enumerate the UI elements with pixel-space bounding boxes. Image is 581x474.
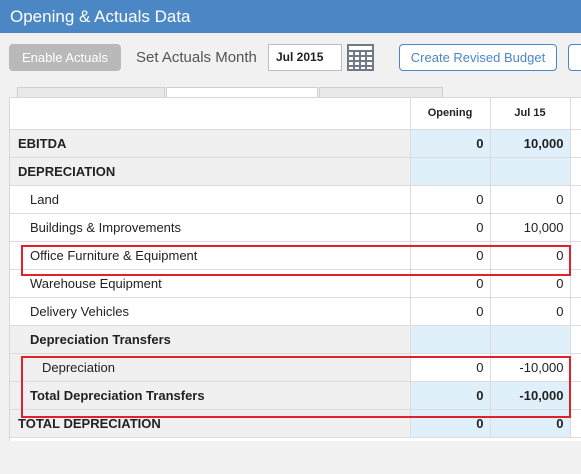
opening-cell: 0	[409, 409, 490, 438]
enable-actuals-button[interactable]: Enable Actuals	[9, 44, 121, 71]
header-opening: Opening	[409, 98, 490, 130]
jul15-cell[interactable]: 10,000	[489, 129, 570, 158]
opening-cell: 0	[409, 381, 490, 410]
jul15-cell	[489, 157, 570, 186]
filler-cell	[569, 157, 581, 186]
table-row: Depreciation 0 -10,000	[10, 353, 581, 382]
filler-cell	[569, 129, 581, 158]
row-label: Buildings & Improvements	[10, 213, 410, 242]
set-actuals-month-label: Set Actuals Month	[136, 49, 257, 66]
table-row: Delivery Vehicles 0 0	[10, 297, 581, 326]
jul15-cell	[489, 325, 570, 354]
calendar-icon[interactable]	[347, 44, 374, 71]
opening-cell	[409, 325, 490, 354]
row-label: Delivery Vehicles	[10, 297, 410, 326]
header-row: Opening Jul 15	[10, 98, 581, 130]
header-filler	[569, 98, 581, 130]
opening-cell	[409, 157, 490, 186]
table-row: DEPRECIATION	[10, 157, 581, 186]
row-label: Total Depreciation Transfers	[10, 381, 410, 410]
opening-cell[interactable]: 0	[409, 269, 490, 298]
filler-cell	[569, 185, 581, 214]
data-grid: Opening Jul 15 EBITDA 0 10,000 DEPRECIAT…	[9, 97, 581, 441]
opening-cell[interactable]: 0	[409, 213, 490, 242]
row-label: Depreciation Transfers	[10, 325, 410, 354]
table-row: Office Furniture & Equipment 0 0	[10, 241, 581, 270]
row-label: DEPRECIATION	[10, 157, 410, 186]
row-label: TOTAL DEPRECIATION	[10, 409, 410, 438]
jul15-cell[interactable]: 0	[489, 241, 570, 270]
jul15-cell[interactable]: 0	[489, 297, 570, 326]
row-label: Warehouse Equipment	[10, 269, 410, 298]
create-revised-budget-button[interactable]: Create Revised Budget	[399, 44, 557, 71]
opening-cell[interactable]: 0	[409, 241, 490, 270]
row-label: Depreciation	[10, 353, 410, 382]
table-row: Buildings & Improvements 0 10,000	[10, 213, 581, 242]
table-row: Warehouse Equipment 0 0	[10, 269, 581, 298]
filler-cell	[569, 241, 581, 270]
table-row: Land 0 0	[10, 185, 581, 214]
overflow-button[interactable]	[568, 44, 581, 71]
row-label: Office Furniture & Equipment	[10, 241, 410, 270]
jul15-cell[interactable]: 10,000	[489, 213, 570, 242]
filler-cell	[569, 409, 581, 438]
opening-cell[interactable]: 0	[409, 129, 490, 158]
table-row: EBITDA 0 10,000	[10, 129, 581, 158]
jul15-cell[interactable]: 0	[489, 269, 570, 298]
table-row: Depreciation Transfers	[10, 325, 581, 354]
window-title: Opening & Actuals Data	[0, 0, 581, 33]
header-jul15: Jul 15	[489, 98, 570, 130]
toolbar: Enable Actuals Set Actuals Month Jul 201…	[0, 33, 581, 81]
jul15-cell[interactable]: -10,000	[489, 353, 570, 382]
filler-cell	[569, 353, 581, 382]
row-label: Land	[10, 185, 410, 214]
filler-cell	[569, 269, 581, 298]
filler-cell	[569, 213, 581, 242]
jul15-cell: -10,000	[489, 381, 570, 410]
opening-cell[interactable]: 0	[409, 185, 490, 214]
filler-cell	[569, 381, 581, 410]
filler-cell	[569, 325, 581, 354]
opening-cell[interactable]: 0	[409, 297, 490, 326]
table-row: TOTAL DEPRECIATION 0 0	[10, 409, 581, 438]
header-name-cell	[10, 98, 410, 130]
actuals-month-input[interactable]: Jul 2015	[268, 44, 342, 71]
jul15-cell[interactable]: 0	[489, 185, 570, 214]
filler-cell	[569, 297, 581, 326]
opening-cell[interactable]: 0	[409, 353, 490, 382]
row-label: EBITDA	[10, 129, 410, 158]
jul15-cell: 0	[489, 409, 570, 438]
table-row: Total Depreciation Transfers 0 -10,000	[10, 381, 581, 410]
